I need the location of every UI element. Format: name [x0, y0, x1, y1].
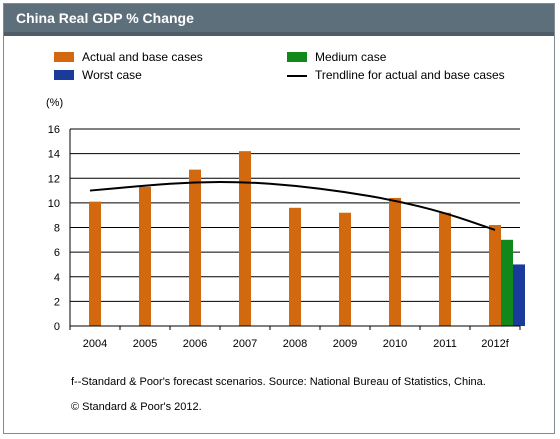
bar — [513, 264, 525, 326]
bar — [489, 225, 501, 326]
y-tick-label: 4 — [54, 272, 60, 284]
y-tick-label: 0 — [54, 321, 60, 333]
trendline-group — [89, 180, 496, 231]
title-bar: China Real GDP % Change — [4, 4, 554, 36]
x-tick-label: 2010 — [383, 338, 407, 350]
x-tick-label: 2008 — [283, 338, 307, 350]
y-tick-label: 10 — [48, 198, 60, 210]
bar — [501, 239, 513, 326]
bar — [139, 186, 151, 326]
legend-label-actual: Actual and base cases — [82, 50, 203, 64]
x-tick-labels: 2004 2005 2006 2007 2008 2009 2010 2011 2012f — [83, 338, 510, 350]
y-tick-label: 8 — [54, 223, 60, 235]
y-tick-label: 2 — [54, 296, 60, 308]
bar — [89, 201, 101, 326]
x-tick-label: 2009 — [333, 338, 357, 350]
x-tick-label: 2011 — [433, 338, 457, 350]
bars — [89, 151, 525, 326]
bar — [339, 212, 351, 326]
y-axis-label: (%) — [46, 97, 64, 109]
x-tick-label: 2005 — [133, 338, 157, 350]
y-tick-label: 6 — [54, 247, 60, 259]
x-tick-label: 2012f — [481, 338, 509, 350]
x-tick-label: 2007 — [233, 338, 257, 350]
legend-line-trendline — [287, 75, 307, 77]
legend-label-worst: Worst case — [82, 68, 142, 82]
y-tick-label: 12 — [48, 173, 60, 185]
footnote: f--Standard & Poor's forecast scenarios.… — [71, 376, 486, 388]
y-tick-labels: 0 2 4 6 8 10 12 14 16 — [48, 124, 60, 333]
y-tick-label: 16 — [48, 124, 60, 136]
chart-title: China Real GDP % Change — [16, 10, 194, 26]
x-tick-label: 2004 — [83, 338, 107, 350]
legend-swatch-medium — [287, 52, 307, 62]
bar — [389, 197, 401, 326]
bar — [289, 207, 301, 326]
legend-swatch-actual — [54, 52, 74, 62]
legend-label-medium: Medium case — [315, 50, 387, 64]
x-tick-label: 2006 — [183, 338, 207, 350]
chart-frame — [3, 3, 555, 434]
trendline — [89, 180, 496, 231]
copyright: © Standard & Poor's 2012. — [71, 401, 202, 413]
bar — [189, 169, 201, 326]
axes — [69, 129, 521, 330]
bar — [439, 212, 451, 326]
legend-label-trendline: Trendline for actual and base cases — [315, 68, 505, 82]
bar — [239, 151, 251, 326]
y-tick-label: 14 — [48, 149, 60, 161]
legend-swatch-worst — [54, 70, 74, 80]
